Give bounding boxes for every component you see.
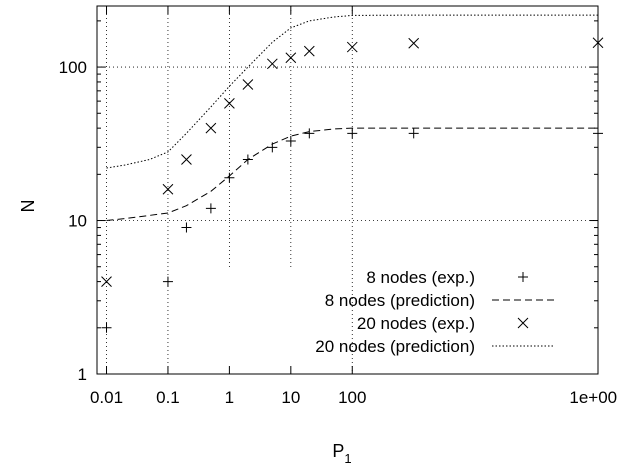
y-tick-label: 100 (59, 58, 87, 77)
series-layer (101, 14, 604, 333)
plus-marker (162, 276, 173, 287)
cross-marker (346, 41, 358, 53)
x-tick-label: 1 (225, 388, 234, 407)
cross-marker (242, 79, 254, 90)
cross-marker (266, 58, 278, 70)
plus-marker (304, 128, 315, 139)
y-axis-label: N (18, 200, 38, 213)
cross-marker (517, 317, 529, 329)
legend-entry: 8 nodes (exp.) (366, 268, 528, 287)
legend-label: 8 nodes (prediction) (325, 291, 475, 310)
cross-marker (408, 37, 420, 49)
legend-label: 8 nodes (exp.) (366, 268, 475, 287)
x-tick-label: 100 (338, 388, 366, 407)
cross-marker (224, 98, 235, 109)
cross-marker (181, 154, 192, 165)
legend-label: 20 nodes (prediction) (315, 337, 475, 356)
plot-frame (96, 5, 599, 375)
plus-marker (285, 135, 296, 146)
x-tick-label: 0.01 (90, 388, 123, 407)
series-8-nodes-exp (101, 128, 603, 333)
cross-marker (162, 183, 174, 195)
plus-marker (205, 203, 216, 214)
x-axis-label-main: P (332, 441, 344, 461)
legend: 8 nodes (exp.) 8 nodes (prediction) 20 nod… (315, 268, 555, 356)
cross-marker (592, 37, 604, 49)
plus-marker (593, 128, 603, 139)
legend-label: 20 nodes (exp.) (357, 314, 475, 333)
plus-marker (347, 128, 358, 139)
x-tick-label: 10 (281, 388, 300, 407)
plus-marker (181, 222, 192, 233)
legend-entry: 8 nodes (prediction) (325, 291, 555, 310)
cross-marker (285, 52, 297, 64)
x-tick-label: 1e+006 (569, 388, 617, 407)
x-axis-label: P1 (332, 441, 351, 466)
y-tick-label: 10 (68, 212, 87, 231)
cross-marker (101, 276, 112, 287)
plus-marker (101, 322, 112, 333)
plus-marker (518, 272, 528, 282)
series-8-nodes-prediction (106, 127, 598, 221)
legend-entry: 20 nodes (prediction) (315, 337, 555, 356)
axis-ticks: 0.01 0.1 1 10 100 1e+006 1 10 100 (59, 6, 617, 407)
cross-marker (303, 45, 315, 57)
legend-entry: 20 nodes (exp.) (357, 314, 529, 333)
series-line (106, 127, 598, 221)
y-tick-label: 1 (78, 365, 87, 384)
cross-marker (205, 122, 217, 134)
x-tick-label: 0.1 (156, 388, 180, 407)
plus-marker (408, 128, 419, 139)
grid-lines (97, 6, 599, 374)
plus-marker (224, 172, 235, 183)
x-axis-label-subscript: 1 (344, 451, 351, 466)
series-20-nodes-exp (101, 37, 604, 287)
